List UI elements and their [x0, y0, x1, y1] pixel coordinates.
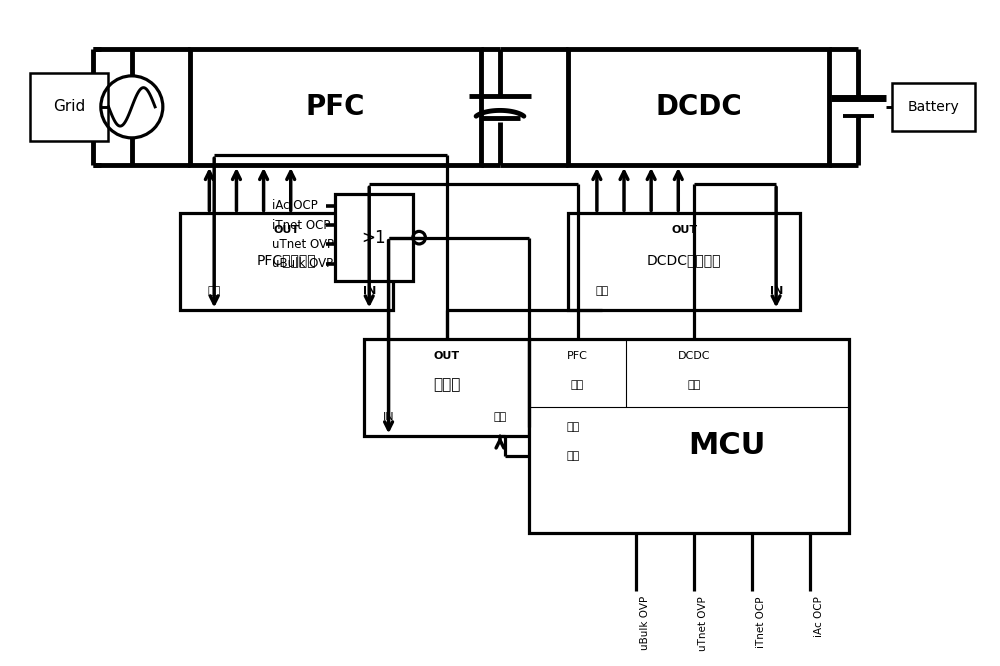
- Text: 使能: 使能: [208, 286, 221, 296]
- Text: 复位: 复位: [566, 451, 579, 461]
- Text: DCDC: DCDC: [678, 351, 710, 361]
- Text: OUT: OUT: [671, 225, 697, 235]
- Text: 复位: 复位: [493, 412, 507, 422]
- Text: Battery: Battery: [908, 100, 959, 114]
- Text: 驱动: 驱动: [687, 380, 700, 390]
- Text: 故障: 故障: [566, 422, 579, 432]
- Text: uTnet OVP: uTnet OVP: [698, 596, 708, 651]
- Text: DCDC驱动芯片: DCDC驱动芯片: [647, 253, 721, 267]
- Text: iTnet OCP: iTnet OCP: [756, 596, 766, 647]
- Bar: [190, 49, 481, 165]
- Text: iAc OCP: iAc OCP: [814, 596, 824, 637]
- Bar: [568, 49, 829, 165]
- Bar: [529, 340, 849, 533]
- Text: 锁存器: 锁存器: [433, 378, 460, 392]
- Text: >1: >1: [362, 228, 386, 246]
- Bar: [30, 73, 108, 141]
- Bar: [568, 213, 800, 310]
- Bar: [335, 194, 413, 281]
- Text: IN: IN: [363, 286, 376, 296]
- Bar: [364, 340, 529, 436]
- Text: iAc OCP: iAc OCP: [272, 199, 318, 212]
- Text: IN: IN: [770, 286, 783, 296]
- Text: PFC: PFC: [306, 93, 365, 121]
- Bar: [180, 213, 393, 310]
- Text: OUT: OUT: [434, 351, 460, 361]
- Text: PFC: PFC: [567, 351, 588, 361]
- Text: uTnet OVP: uTnet OVP: [272, 238, 334, 251]
- Text: 使能: 使能: [595, 286, 608, 296]
- Text: 驱动: 驱动: [571, 380, 584, 390]
- Text: iTnet OCP: iTnet OCP: [272, 218, 331, 232]
- Text: uBulk OVP: uBulk OVP: [272, 257, 333, 270]
- Text: OUT: OUT: [274, 225, 300, 235]
- Text: DCDC: DCDC: [655, 93, 742, 121]
- Text: uBulk OVP: uBulk OVP: [640, 596, 650, 651]
- Text: PFC驱动芯片: PFC驱动芯片: [257, 253, 317, 267]
- Text: MCU: MCU: [689, 432, 766, 460]
- Text: Grid: Grid: [53, 99, 85, 115]
- Bar: [892, 83, 975, 131]
- Text: IN: IN: [383, 412, 394, 422]
